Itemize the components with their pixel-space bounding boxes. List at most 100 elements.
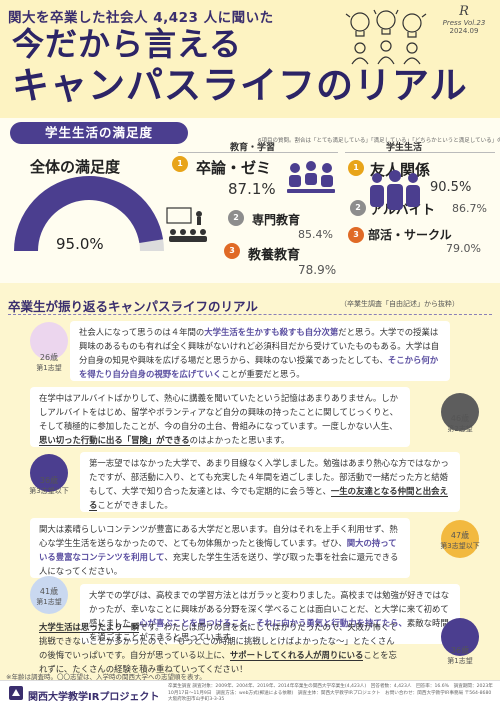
text-part: です。わたしは周りの目を気にしてばかりだったので、失敗が怖くて挑戦できないことが… <box>39 622 398 660</box>
text-part: 大学での学びは、高校までの学習方法とはガラッと変わりました。高校までは勉強が好き… <box>89 590 450 628</box>
highlight: 大学生活は思ったより一瞬 <box>39 622 140 633</box>
respondent-choice: 第1志望 <box>36 598 62 606</box>
footer <box>0 680 500 706</box>
highlight: 一生の友達となる仲間と出会える <box>89 486 448 511</box>
respondent-age: 46歳 <box>450 414 470 423</box>
respondent-choice: 第1志望 <box>36 364 62 372</box>
respondent-age: 26歳 <box>39 353 59 362</box>
avatar <box>30 576 68 614</box>
rank-2-medal-icon: 2 <box>350 200 366 216</box>
gauge-fill <box>14 176 164 252</box>
voice-text: 大学での学びは、高校までの学習方法とはガラッと変わりました。高校までは勉強が好き… <box>80 584 460 648</box>
rank-3-medal-icon: 3 <box>224 243 240 259</box>
divider <box>8 314 492 315</box>
highlight: 思い切った行動に出る「冒険」ができる <box>39 435 190 446</box>
text-part: 在学中はアルバイトばかりして、熱心に講義を聞いていたという記憶はあまりありません… <box>39 393 399 431</box>
respondent-info: 41歳 第1志望 <box>24 586 74 608</box>
academics-item-value: 87.1% <box>228 180 276 198</box>
text-part: ことができました。 <box>97 500 173 510</box>
highlight: そこから何かを得たり自分自身の視野を広げていく <box>79 355 439 379</box>
academics-item-label: 卒論・ゼミ <box>196 159 272 177</box>
academics-item-value: 78.9% <box>298 263 337 277</box>
respondent-info: 36歳 第3志望以下 <box>24 475 74 497</box>
respondent-choice: 第1志望 <box>447 657 473 665</box>
voice-card: 大学での学びは、高校までの学習方法とはガラッと変わりました。高校までは勉強が好き… <box>80 584 460 644</box>
footer-org: 関西大学教学IRプロジェクト <box>28 692 160 703</box>
voices-title: 卒業生が振り返るキャンパスライフのリアル <box>8 299 258 314</box>
press-logo: R <box>459 4 469 19</box>
respondent-info: 36歳 第1志望 <box>435 645 485 667</box>
respondent-choice: 第3志望以下 <box>29 487 69 495</box>
rank-1-medal-icon: 1 <box>348 160 364 176</box>
divider <box>178 152 338 153</box>
highlight: 関大の持っている豊富なコンテンツを利用して <box>39 538 397 562</box>
overall-gauge <box>14 176 164 252</box>
respondent-info: 46歳 第2志望 <box>435 413 485 435</box>
text-part: のはよかったと思います。 <box>189 435 290 445</box>
press-date: 2024.09 <box>449 27 479 35</box>
avatar <box>441 520 479 558</box>
life-item-value: 79.0% <box>446 242 481 255</box>
life-item-value: 90.5% <box>430 180 472 195</box>
respondent-info: 47歳 第3志望以下 <box>435 530 485 552</box>
life-heading: 学生生活 <box>386 143 423 153</box>
voices-subtitle: （卒業生調査「自由記述」から抜粋） <box>340 300 459 308</box>
text-part: ことが重要だと思う。 <box>221 369 305 379</box>
highlight: 大学生活を生かすも殺すも自分次第 <box>204 327 339 337</box>
avatar <box>30 454 68 492</box>
friends-icon <box>370 170 420 210</box>
text-part: だと思う。大学での授業は興味のあるものも有れば全く興味がないけれど必須科目だから… <box>79 327 440 365</box>
highlight: 心が喜ぶことを見つけること、それに向かう勇気と行動力を持てたら、 <box>139 618 407 628</box>
satisfaction-note: 6項目の質問。割合は「とても満足している」「満足している」「どちらかというと満足… <box>258 138 500 144</box>
rank-2-medal-icon: 2 <box>228 210 244 226</box>
text-part: 社会人になって思うのは４年間の <box>79 327 205 337</box>
voice-text: 社会人になって思うのは４年間の大学生活を生かすも殺すも自分次第だと思う。大学での… <box>70 321 450 385</box>
section-label: 学生生活の満足度 <box>10 122 188 144</box>
press-mark: R Press Vol.23 2024.09 <box>434 4 494 35</box>
text-part: ことを忘れずに、たくさんの経験を積み重ねていってください！ <box>39 650 397 674</box>
voice-card: 社会人になって思うのは４年間の大学生活を生かすも殺すも自分次第だと思う。大学での… <box>70 321 450 381</box>
voice-card: 第一志望ではなかった大学で、あまり目線なく入学しました。勉強はあまり熱心な方では… <box>80 452 460 512</box>
voice-card: 関大は素晴らしいコンテンツが豊富にある大学だと思います。自分はそれを上手く利用せ… <box>30 518 410 578</box>
press-volume: Press Vol.23 <box>442 19 486 27</box>
voice-card: 在学中はアルバイトばかりして、熱心に講義を聞いていたという記憶はあまりありません… <box>30 387 410 447</box>
voice-text: 在学中はアルバイトばかりして、熱心に講義を聞いていたという記憶はあまりありません… <box>30 387 410 451</box>
voice-text: 関大は素晴らしいコンテンツが豊富にある大学だと思います。自分はそれを上手く利用せ… <box>30 518 410 582</box>
academics-item-label: 教養教育 <box>248 248 301 263</box>
text-part: 、充実した学生生活を送り、学び取った事を社会に還元できる人になってください。 <box>39 552 399 576</box>
rank-1-medal-icon: 1 <box>172 156 188 172</box>
page-title-line1: 今だから言える <box>12 25 243 63</box>
respondent-age: 36歳 <box>450 646 470 655</box>
respondent-choice: 第3志望以下 <box>440 542 480 550</box>
overall-title: 全体の満足度 <box>30 158 121 176</box>
header-kicker: 関大を卒業した社会人 4,423 人に聞いた <box>8 10 274 26</box>
respondent-age: 36歳 <box>39 476 59 485</box>
respondent-choice: 第2志望 <box>447 425 473 433</box>
university-logo-icon <box>9 686 23 700</box>
life-item-label: 部活・サークル <box>368 228 452 242</box>
academics-item-value: 85.4% <box>298 228 333 241</box>
rank-3-medal-icon: 3 <box>348 227 364 243</box>
page-title-line2: キャンパスライフのリアル <box>12 64 468 107</box>
life-item-label: アルバイト <box>370 203 435 218</box>
respondent-age: 41歳 <box>39 587 59 596</box>
respondent-age: 47歳 <box>450 531 470 540</box>
avatar <box>30 322 68 360</box>
highlight: サポートしてくれる人が周りにいる <box>229 650 364 661</box>
respondent-info: 26歳 第1志望 <box>24 352 74 374</box>
life-item-value: 86.7% <box>452 202 487 215</box>
footnote: ※年齢は調査時。〇〇志望は、入学時の関西大学への志望順を表す。 <box>6 673 206 681</box>
header-band <box>0 0 500 118</box>
voice-text: 第一志望ではなかった大学で、あまり目線なく入学しました。勉強はあまり熱心な方では… <box>80 452 460 516</box>
academics-item-label: 専門教育 <box>252 213 301 227</box>
voice-card: 大学生活は思ったより一瞬です。わたしは周りの目を気にしてばかりだったので、失敗が… <box>30 620 410 674</box>
text-part: 素敵な時間を過ごすことができると思っています。 <box>89 618 449 642</box>
text-part: 第一志望ではなかった大学で、あまり目線なく入学しました。勉強はあまり熱心な方では… <box>89 458 449 496</box>
lightbulb-icon <box>345 9 427 65</box>
overall-value: 95.0% <box>56 235 104 253</box>
avatar <box>441 393 479 431</box>
avatar <box>441 618 479 656</box>
voice-text: 大学生活は思ったより一瞬です。わたしは周りの目を気にしてばかりだったので、失敗が… <box>30 620 410 680</box>
divider <box>345 152 495 153</box>
academics-heading: 教育・学習 <box>230 143 276 153</box>
